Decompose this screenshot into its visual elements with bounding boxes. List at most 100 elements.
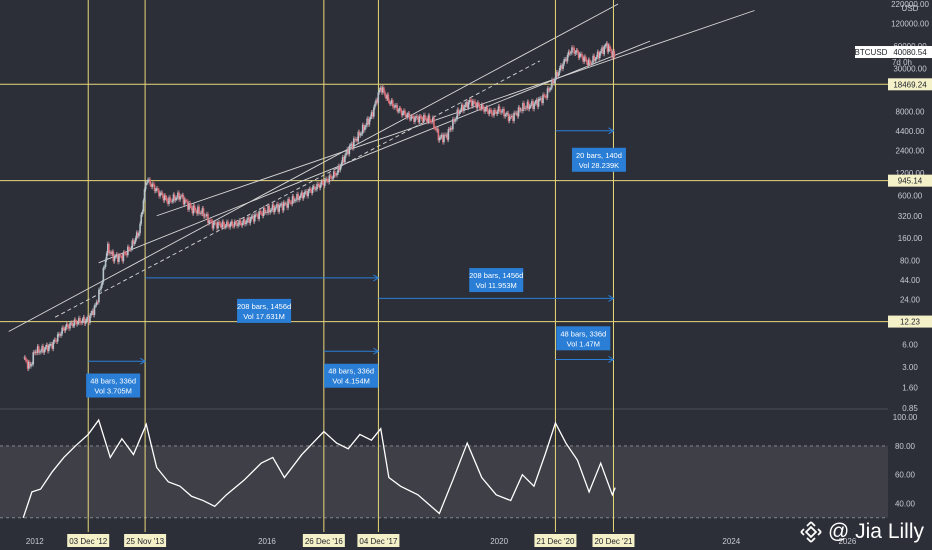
candle-body [356,139,358,142]
candle-body [534,102,537,104]
candle-body [100,285,102,290]
candle-body [366,118,368,125]
candle-body [376,99,378,103]
candle-body [325,178,327,181]
candle-body [188,203,190,210]
candle-body [460,104,463,111]
candle-body [430,121,433,123]
candle-body [455,118,458,120]
candle-body [65,323,68,328]
candle-body [546,88,549,98]
candle-body [212,222,215,229]
candle-body [27,362,30,369]
candle-body [31,364,33,365]
candle-body [340,162,343,167]
candle-body [73,319,76,326]
candle-body [131,240,134,249]
candle-body [45,344,48,348]
candle-body [36,346,39,353]
candle-body [498,106,501,112]
candle-body [464,104,466,108]
x-axis-background [0,532,932,550]
candle-body [522,102,524,112]
candle-body [594,59,597,61]
candle-body [172,194,175,201]
candle-body [330,176,333,179]
candle-body [597,51,600,59]
symbol-tag-text: BTCUSD [855,48,888,57]
candle-body [298,198,301,200]
candle-body [189,203,191,207]
candle-body [574,52,577,54]
candle-body [250,216,253,220]
candle-body [609,45,611,50]
candle-body [262,207,265,216]
candle-body [69,323,71,329]
candle-body [251,215,254,217]
candle-body [194,209,197,211]
candle-body [361,124,364,134]
candle-body [342,157,345,163]
candle-body [233,221,236,227]
candle-body [202,208,205,217]
candle-body [354,138,356,140]
candle-body [436,129,439,131]
candle-body [478,104,481,109]
candle-body [590,63,592,65]
candle-body [289,202,292,203]
candle-body [280,203,283,206]
candle-body [391,100,394,107]
candle-body [135,232,138,238]
candle-body [570,52,572,54]
candle-body [170,200,173,202]
candle-body [531,101,533,106]
candle-body [143,189,146,201]
candle-body [242,219,245,223]
candle-body [302,194,305,199]
candle-body [43,349,46,353]
candle-body [182,195,185,205]
candle-body [381,87,384,93]
candle-body [466,101,469,108]
date-marker-tag [124,534,167,547]
candle-body [496,111,499,114]
candle-body [54,339,57,341]
candle-body [62,327,65,329]
candle-body [588,59,591,64]
candle-body [447,129,450,140]
candle-body [368,119,371,125]
candle-body [418,116,421,123]
candle-body [103,266,106,268]
price-axis-tick: 1200.00 [896,169,925,178]
candle-body [545,96,548,98]
candle-body [81,320,84,323]
measure-box-line1: 208 bars, 1456d [469,271,523,280]
candle-body [99,289,101,291]
candle-body [83,317,86,324]
measure-arrow-head [373,274,380,282]
price-axis-tick: 220000.00 [891,0,929,9]
candle-body [341,157,344,163]
candle-body [305,191,307,193]
candle-body [327,180,329,183]
candle-body [162,195,165,201]
candle-body [227,221,229,226]
candle-body [481,104,483,109]
candle-body [517,107,520,117]
measure-box [324,363,379,388]
candle-body [485,107,488,110]
candle-body [93,305,96,315]
candle-body [581,53,583,58]
candle-body [439,136,442,138]
candle-body [487,111,490,114]
candle-body [501,111,503,113]
candle-body [193,205,196,210]
candle-body [472,101,474,107]
candle-body [369,116,372,120]
candle-body [191,207,194,214]
candle-body [132,240,135,244]
candle-body [378,89,381,93]
candle-body [187,201,189,210]
candle-body [44,347,47,350]
